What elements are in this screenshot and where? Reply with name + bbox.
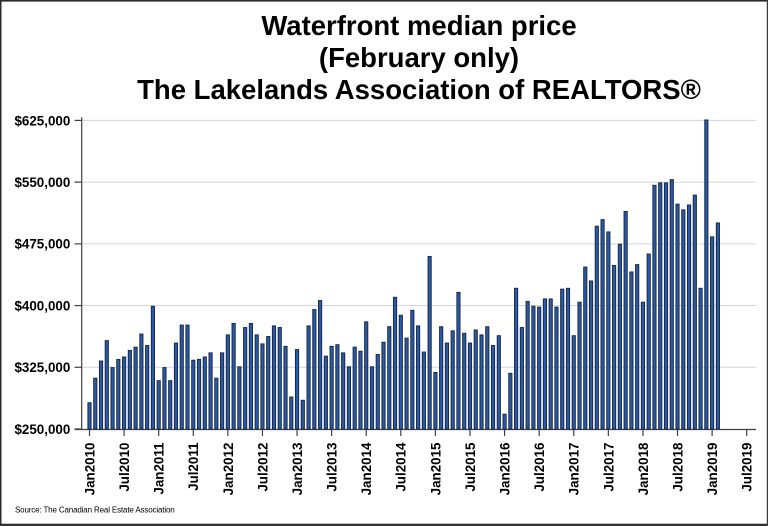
svg-text:Jul2013: Jul2013 (325, 443, 340, 492)
svg-text:Jan2019: Jan2019 (705, 443, 720, 496)
svg-text:Jul2016: Jul2016 (532, 443, 547, 492)
svg-text:Waterfront median price: Waterfront median price (261, 10, 576, 41)
svg-text:Jan2013: Jan2013 (290, 443, 305, 496)
svg-text:Source: The Canadian Real Esta: Source: The Canadian Real Estate Associa… (15, 506, 175, 515)
svg-text:Jan2014: Jan2014 (359, 442, 374, 495)
svg-text:Jul2011: Jul2011 (186, 442, 201, 491)
svg-text:Jul2012: Jul2012 (255, 443, 270, 492)
svg-text:Jul2019: Jul2019 (740, 443, 755, 492)
svg-text:Jan2018: Jan2018 (636, 442, 651, 495)
svg-text:Jul2015: Jul2015 (463, 442, 478, 492)
svg-text:Jan2016: Jan2016 (497, 442, 512, 495)
svg-text:Jan2017: Jan2017 (567, 443, 582, 496)
svg-text:$325,000: $325,000 (14, 360, 70, 375)
svg-text:Jul2010: Jul2010 (117, 443, 132, 492)
svg-text:Jan2012: Jan2012 (221, 443, 236, 496)
svg-text:$475,000: $475,000 (14, 237, 70, 252)
svg-text:Jan2011: Jan2011 (152, 442, 167, 495)
svg-text:$400,000: $400,000 (14, 298, 70, 313)
svg-text:(February only): (February only) (319, 42, 519, 73)
svg-text:Jan2010: Jan2010 (82, 443, 97, 496)
svg-text:$625,000: $625,000 (14, 113, 70, 128)
svg-text:Jul2018: Jul2018 (670, 442, 685, 492)
svg-text:The Lakelands Association of R: The Lakelands Association of REALTORS® (137, 74, 701, 105)
svg-text:Jul2014: Jul2014 (394, 442, 409, 492)
svg-text:Jan2015: Jan2015 (428, 442, 443, 495)
svg-text:$550,000: $550,000 (14, 175, 70, 190)
svg-text:Jul2017: Jul2017 (601, 443, 616, 492)
svg-text:$250,000: $250,000 (14, 422, 70, 437)
